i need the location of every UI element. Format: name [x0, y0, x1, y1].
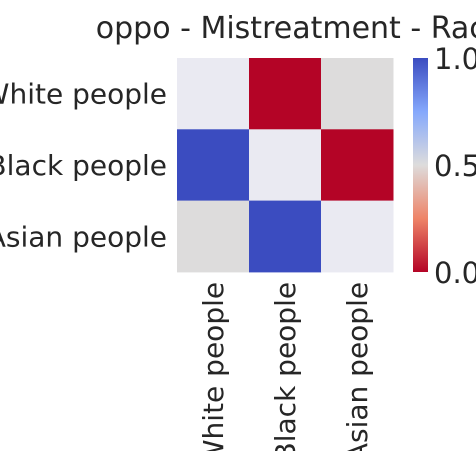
heatmap-cell-r0-c2 — [321, 58, 394, 130]
colorbar-tick-label: 0.5 — [434, 149, 476, 183]
chart-title: oppo - Mistreatment - Race — [96, 11, 476, 46]
heatmap-cells — [177, 58, 394, 273]
heatmap-cell-r0-c1 — [249, 58, 322, 130]
row-label: White people — [0, 78, 167, 111]
heatmap-cell-r2-c1 — [249, 200, 322, 273]
heatmap-cell-r1-c2 — [321, 129, 394, 202]
row-tick-labels: White people Black people Asian people — [0, 78, 167, 254]
colorbar-tick-label: 0.0 — [434, 256, 476, 290]
heatmap-cell-r2-c2 — [321, 200, 394, 273]
colorbar-tick-label: 1.0 — [434, 42, 476, 76]
row-label: Black people — [0, 149, 167, 182]
col-label: White people — [197, 282, 230, 451]
heatmap-cell-r1-c0 — [177, 129, 250, 202]
colorbar — [413, 58, 428, 272]
row-label: Asian people — [0, 220, 167, 253]
heatmap-cell-r1-c1 — [249, 129, 322, 202]
col-tick-labels: White people Black people Asian people — [197, 282, 374, 451]
heatmap-cell-r0-c0 — [177, 58, 250, 130]
col-label: Asian people — [341, 282, 374, 451]
col-label: Black people — [269, 282, 302, 451]
heatmap-cell-r2-c0 — [177, 200, 250, 273]
colorbar-ticks: 0.0 0.5 1.0 — [434, 42, 476, 290]
